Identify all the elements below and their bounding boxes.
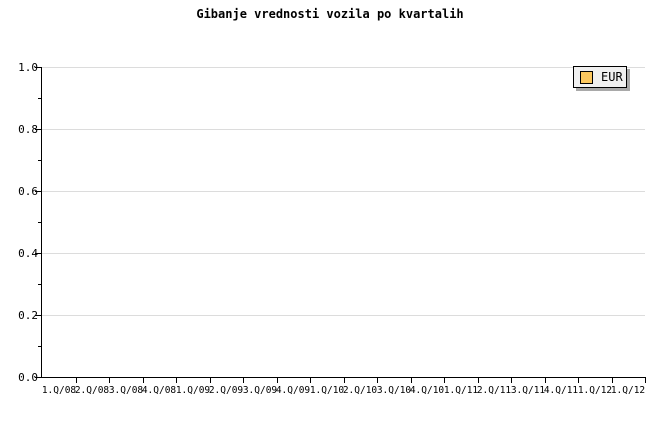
legend-label-eur: EUR bbox=[601, 70, 623, 84]
y-minor-tick bbox=[38, 160, 42, 161]
x-tick-label: 1.Q/11 bbox=[443, 385, 479, 396]
y-tick-label: 0.6 bbox=[18, 185, 38, 198]
x-tick bbox=[511, 378, 512, 383]
x-tick bbox=[243, 378, 244, 383]
y-axis-line bbox=[41, 67, 42, 378]
y-minor-tick bbox=[38, 98, 42, 99]
x-tick-label: 3.Q/09 bbox=[242, 385, 278, 396]
x-tick bbox=[344, 378, 345, 383]
gridline-y-0.8 bbox=[42, 129, 645, 130]
x-tick-label: 4.Q/10 bbox=[409, 385, 445, 396]
y-tick-label: 1.0 bbox=[18, 61, 38, 74]
y-minor-tick bbox=[38, 346, 42, 347]
legend: EUR bbox=[573, 66, 627, 88]
y-tick-label: 0.4 bbox=[18, 247, 38, 260]
x-tick bbox=[76, 378, 77, 383]
x-tick bbox=[444, 378, 445, 383]
x-tick-label: 4.Q/08 bbox=[141, 385, 177, 396]
x-tick bbox=[545, 378, 546, 383]
x-tick bbox=[377, 378, 378, 383]
gridline-y-1.0 bbox=[42, 67, 645, 68]
x-tick-label: 3.Q/08 bbox=[108, 385, 144, 396]
x-tick bbox=[310, 378, 311, 383]
x-tick-label: 1.Q/08 bbox=[41, 385, 77, 396]
x-tick bbox=[210, 378, 211, 383]
x-tick-label: 2.Q/09 bbox=[208, 385, 244, 396]
gridline-y-0.4 bbox=[42, 253, 645, 254]
x-tick bbox=[176, 378, 177, 383]
y-major-tick-0.6 bbox=[35, 191, 42, 192]
x-tick bbox=[109, 378, 110, 383]
x-tick-label: 1.Q/09 bbox=[175, 385, 211, 396]
y-minor-tick bbox=[38, 284, 42, 285]
x-axis-line bbox=[41, 377, 646, 378]
y-tick-label: 0.0 bbox=[18, 371, 38, 384]
x-tick bbox=[612, 378, 613, 383]
gridline-y-0.6 bbox=[42, 191, 645, 192]
y-major-tick-0.4 bbox=[35, 253, 42, 254]
x-tick bbox=[478, 378, 479, 383]
y-major-tick-1.0 bbox=[35, 67, 42, 68]
x-tick-label: 2.Q/08 bbox=[74, 385, 110, 396]
y-minor-tick bbox=[38, 222, 42, 223]
x-tick bbox=[411, 378, 412, 383]
x-tick-label: 2.Q/11 bbox=[476, 385, 512, 396]
x-tick-label: 2.Q/10 bbox=[342, 385, 378, 396]
x-tick-label: 1.Q/10 bbox=[309, 385, 345, 396]
gridline-y-0.2 bbox=[42, 315, 645, 316]
x-tick-label: 3.Q/10 bbox=[376, 385, 412, 396]
legend-swatch-eur bbox=[580, 70, 593, 84]
x-tick bbox=[578, 378, 579, 383]
x-tick-label: 4.Q/09 bbox=[275, 385, 311, 396]
y-tick-label: 0.2 bbox=[18, 309, 38, 322]
x-tick bbox=[277, 378, 278, 383]
x-tick-label: 4.Q/11 bbox=[543, 385, 579, 396]
y-major-tick-0.0 bbox=[35, 377, 42, 378]
x-tick-label: 1.Q/12 bbox=[610, 385, 646, 396]
x-tick-label: 1.Q/12 bbox=[577, 385, 613, 396]
y-major-tick-0.8 bbox=[35, 129, 42, 130]
x-tick bbox=[143, 378, 144, 383]
x-tick bbox=[645, 378, 646, 383]
y-major-tick-0.2 bbox=[35, 315, 42, 316]
chart-title: Gibanje vrednosti vozila po kvartalih bbox=[196, 7, 464, 21]
x-tick-label: 3.Q/11 bbox=[510, 385, 546, 396]
y-tick-label: 0.8 bbox=[18, 123, 38, 136]
